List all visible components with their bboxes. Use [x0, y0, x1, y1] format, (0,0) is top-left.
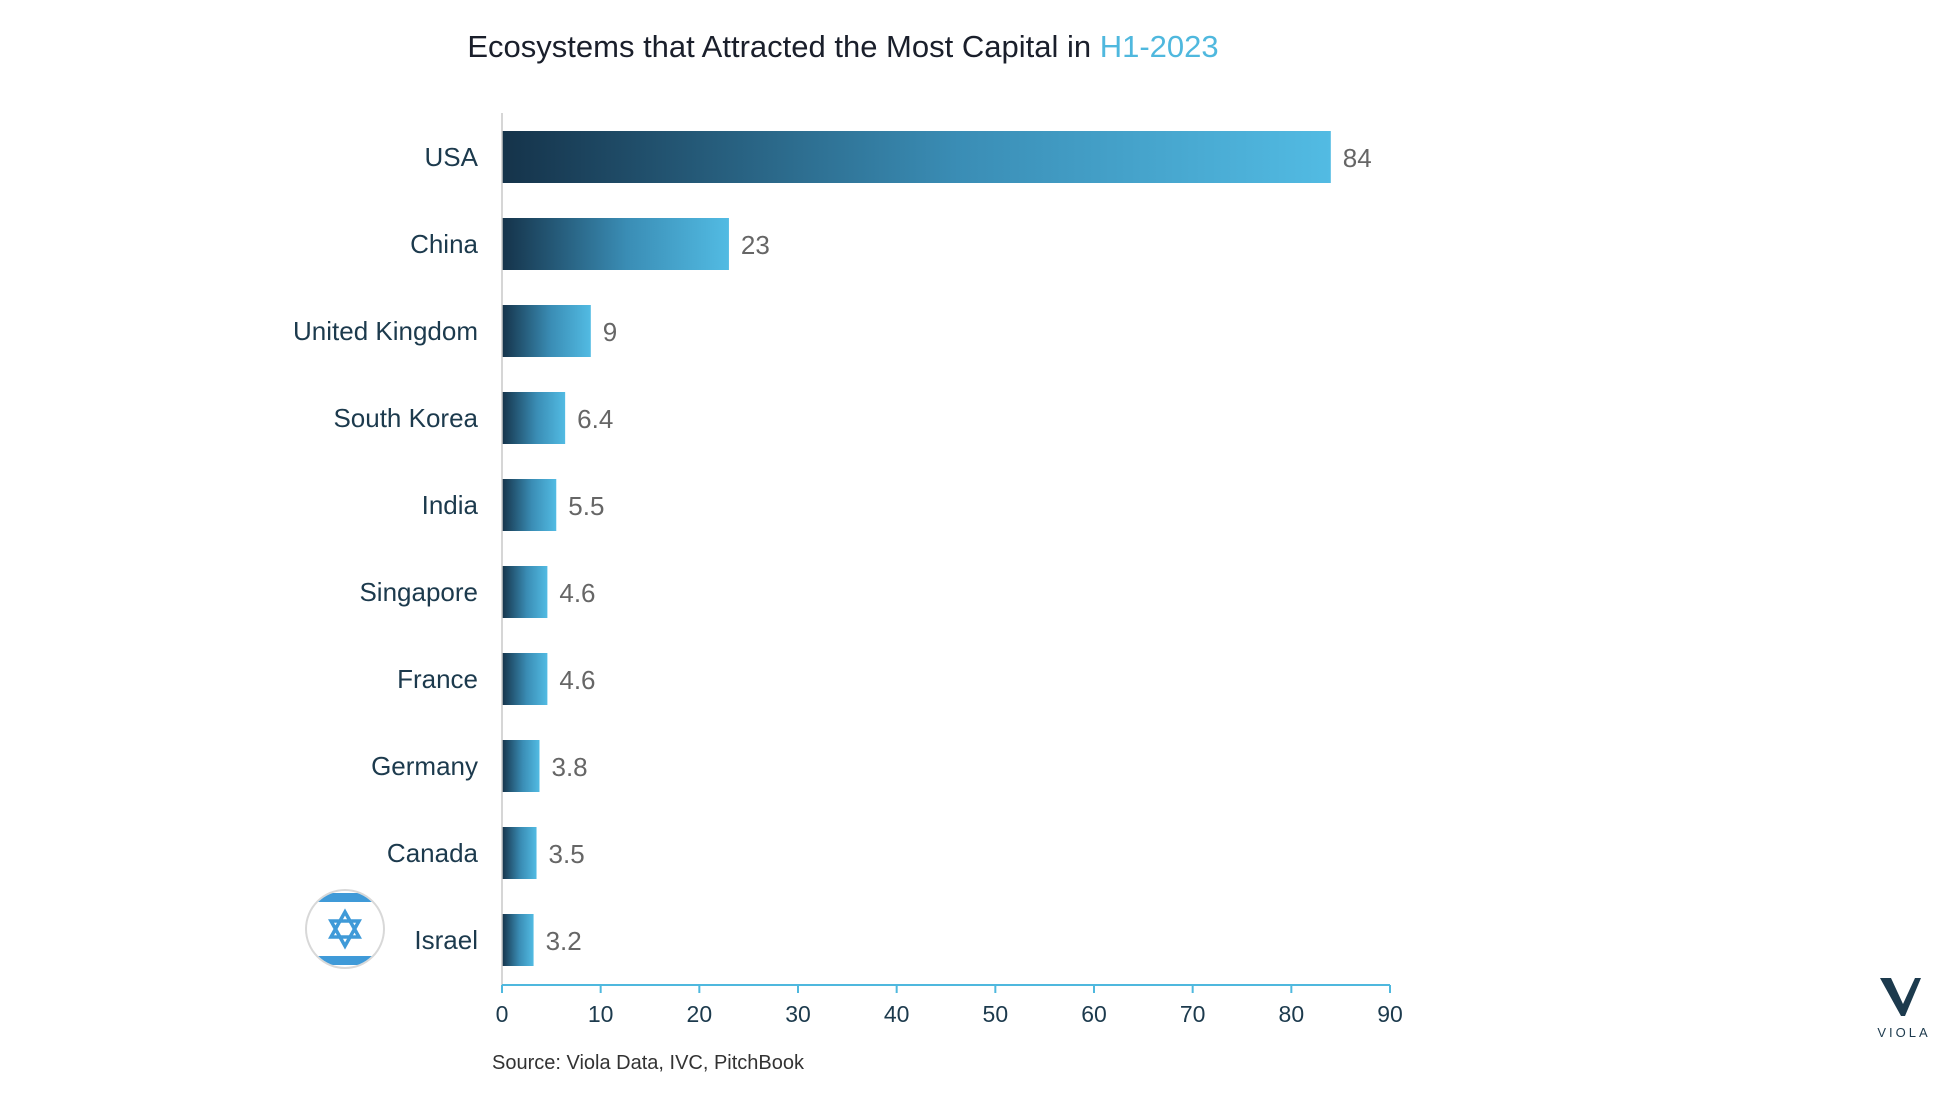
category-label-india: India	[422, 490, 479, 520]
value-label-germany: 3.8	[551, 752, 587, 782]
chart-title: Ecosystems that Attracted the Most Capit…	[467, 29, 1218, 64]
bar-india	[502, 479, 557, 531]
bar-germany	[502, 740, 540, 792]
value-label-singapore: 4.6	[559, 578, 595, 608]
category-label-canada: Canada	[387, 838, 479, 868]
value-label-south-korea: 6.4	[577, 404, 613, 434]
category-label-usa: USA	[425, 142, 479, 172]
category-label-south-korea: South Korea	[333, 403, 478, 433]
category-label-germany: Germany	[371, 751, 478, 781]
x-tick-label: 40	[884, 1001, 910, 1027]
source-note: Source: Viola Data, IVC, PitchBook	[492, 1052, 805, 1074]
bar-usa	[502, 131, 1331, 183]
category-label-singapore: Singapore	[359, 577, 478, 607]
value-label-usa: 84	[1343, 143, 1372, 173]
x-tick-label: 50	[983, 1001, 1009, 1027]
value-label-united-kingdom: 9	[603, 317, 617, 347]
value-label-india: 5.5	[568, 491, 604, 521]
x-tick-label: 0	[496, 1001, 509, 1027]
bar-israel	[502, 914, 534, 966]
value-label-france: 4.6	[559, 665, 595, 695]
x-tick-label: 60	[1081, 1001, 1107, 1027]
chart-title-highlight: H1-2023	[1100, 29, 1219, 64]
x-tick-label: 90	[1377, 1001, 1403, 1027]
x-tick-label: 20	[687, 1001, 713, 1027]
bar-canada	[502, 827, 537, 879]
x-tick-label: 70	[1180, 1001, 1206, 1027]
logo-text: VIOLA	[1877, 1025, 1930, 1040]
value-label-canada: 3.5	[549, 839, 585, 869]
bar-france	[502, 653, 548, 705]
bar-united-kingdom	[502, 305, 591, 357]
bar-singapore	[502, 566, 548, 618]
category-label-united-kingdom: United Kingdom	[293, 316, 478, 346]
x-tick-label: 30	[785, 1001, 811, 1027]
category-label-israel: Israel	[414, 925, 478, 955]
x-tick-label: 80	[1279, 1001, 1305, 1027]
israel-flag-icon	[305, 889, 385, 969]
category-label-france: France	[397, 664, 478, 694]
value-label-china: 23	[741, 230, 770, 260]
chart-title-main: Ecosystems that Attracted the Most Capit…	[467, 29, 1099, 64]
x-tick-label: 10	[588, 1001, 614, 1027]
x-axis: 0 10 20 30 40 50 60 70 80 90	[496, 113, 1403, 1027]
bar-south-korea	[502, 392, 566, 444]
value-label-israel: 3.2	[546, 926, 582, 956]
bars-group: USA 84 China 23 United Kingdom 9 South Korea 6.…	[293, 131, 1372, 966]
category-label-china: China	[410, 229, 478, 259]
viola-v-logo-icon	[1880, 978, 1921, 1016]
bar-china	[502, 218, 729, 270]
